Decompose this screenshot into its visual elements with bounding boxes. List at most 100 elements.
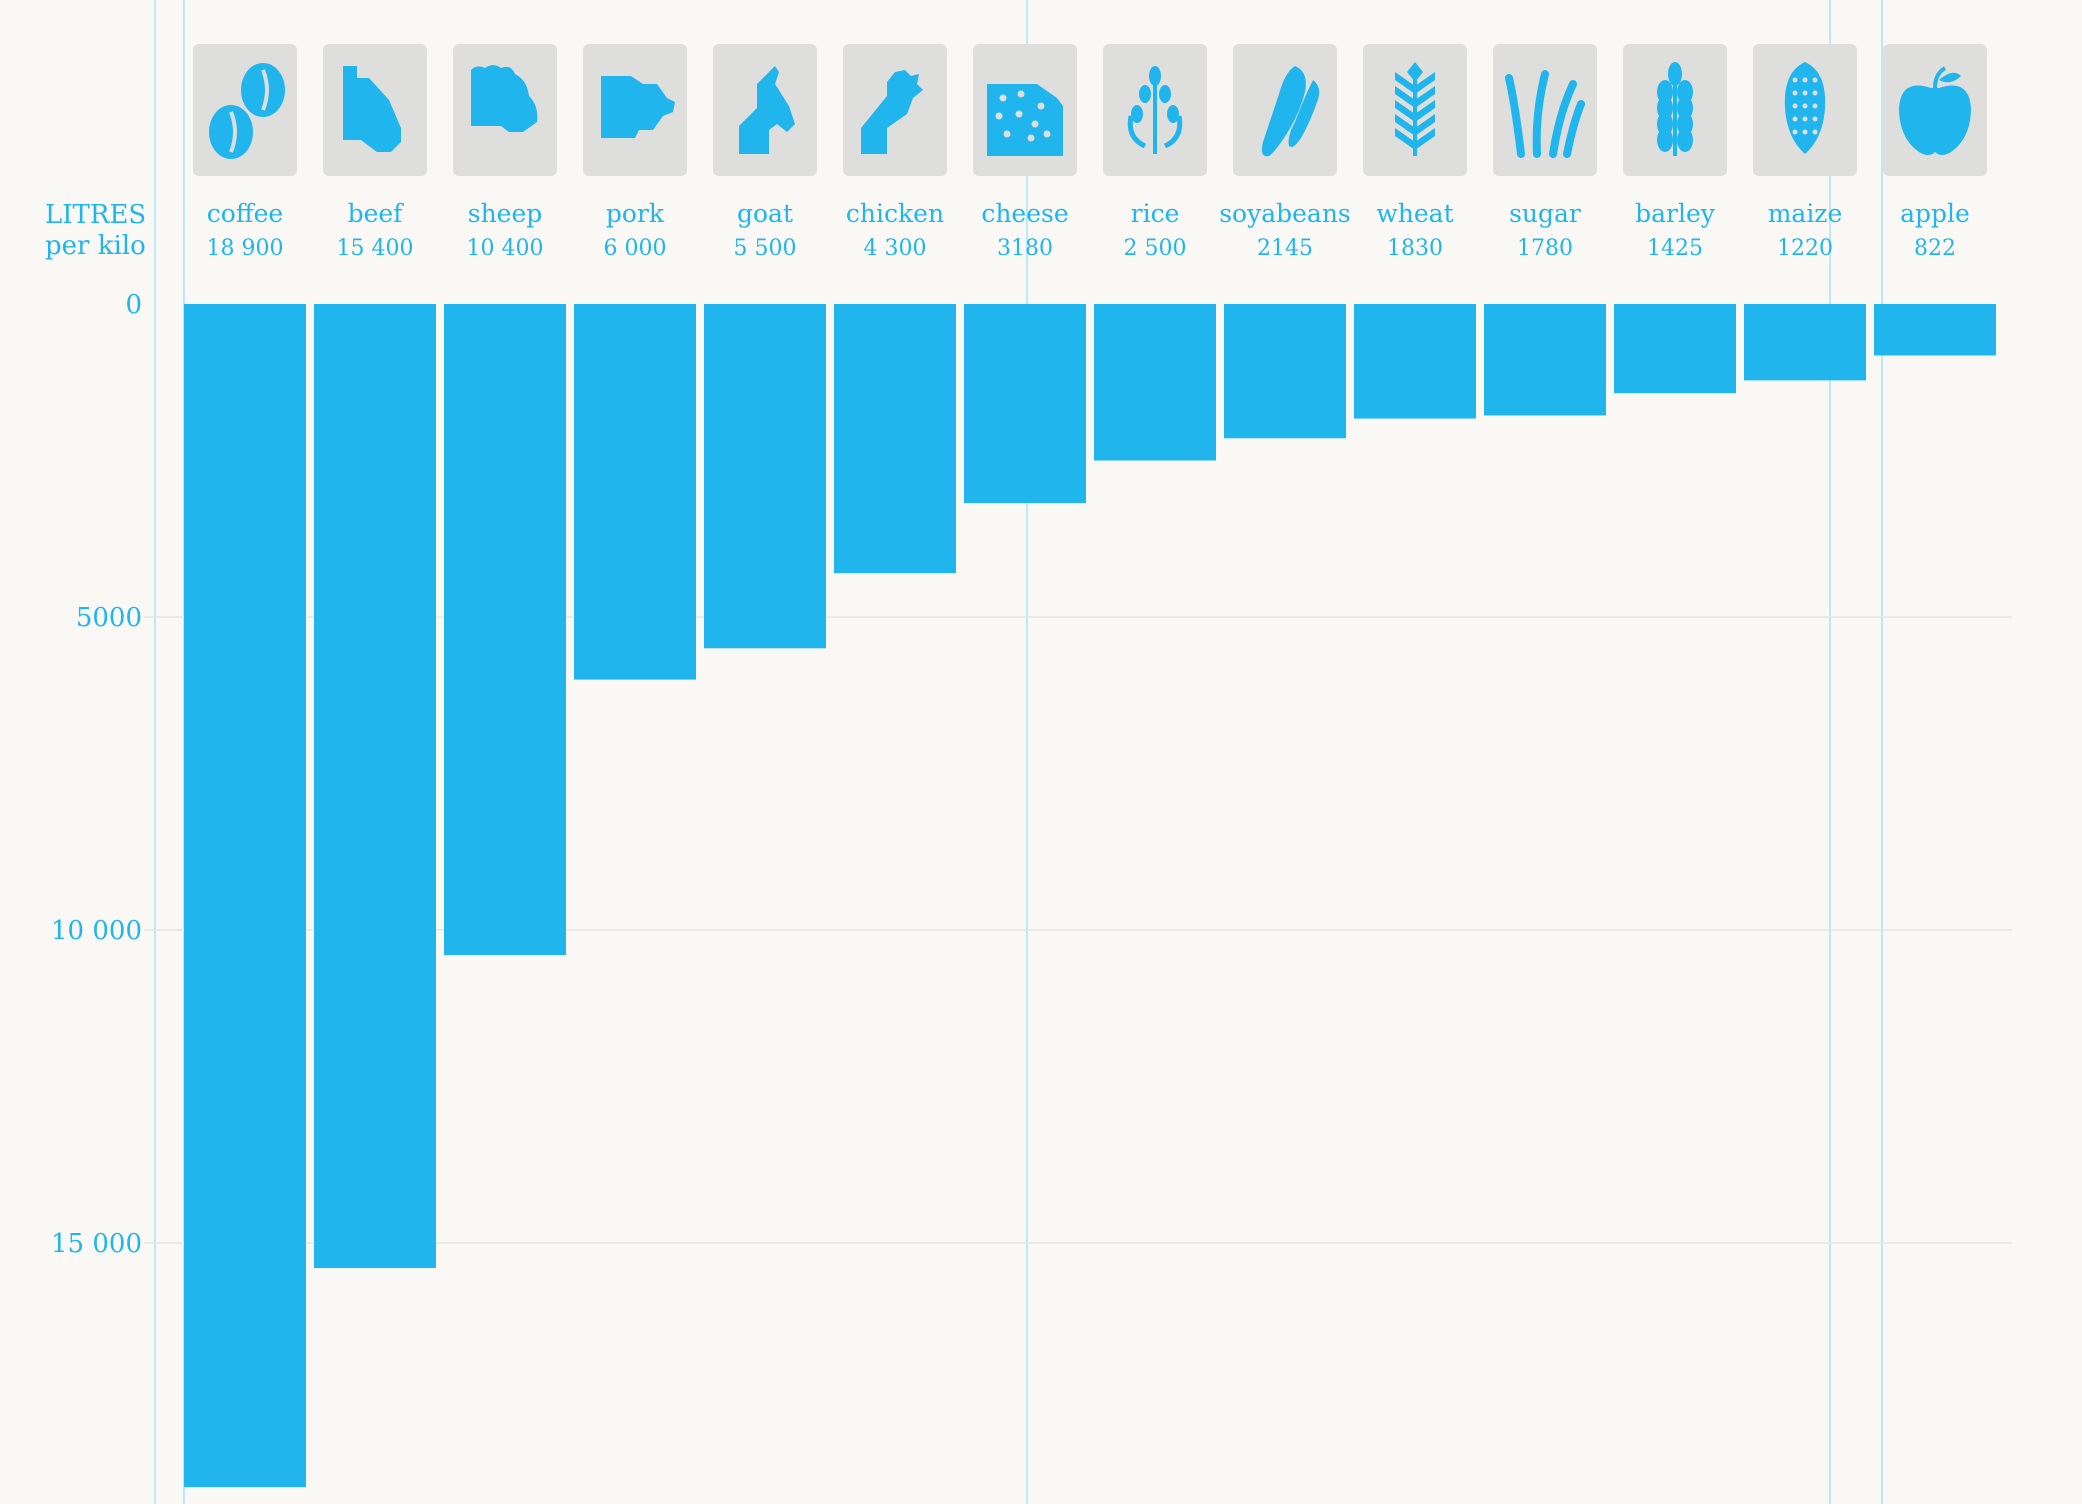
barley-icon: [1673, 80, 1677, 156]
category-label: soyabeans: [1219, 199, 1351, 228]
y-axis: LITRES per kilo 0 5000 10 000 15 000: [45, 200, 146, 1259]
category-label: chicken: [846, 199, 944, 228]
maize-icon: [1802, 90, 1808, 96]
cheese-icon: [1037, 102, 1045, 110]
wheat-icon: [1395, 86, 1435, 108]
cow-icon: [343, 66, 401, 152]
cheese-icon: [1015, 110, 1023, 118]
barley-icon: [1668, 62, 1682, 86]
icon-tiles: [193, 44, 1987, 176]
bar-coffee: [184, 304, 306, 1488]
barley-icon: [1677, 128, 1693, 152]
value-label: 18 900: [207, 236, 284, 261]
cheese-icon: [1003, 130, 1011, 138]
category-label: sugar: [1509, 199, 1581, 228]
maize-icon: [1812, 90, 1818, 96]
category-label: wheat: [1376, 199, 1453, 228]
apple-icon: [1899, 85, 1971, 155]
wheat-icon: [1395, 100, 1435, 122]
y-tick-label: 0: [125, 290, 142, 320]
goat-icon: [739, 66, 795, 154]
bar-beef: [314, 304, 436, 1269]
cheese-icon: [995, 112, 1003, 120]
value-label: 4 300: [864, 236, 927, 261]
category-label: beef: [348, 199, 405, 228]
wheat-icon: [1395, 128, 1435, 150]
bar-barley: [1614, 304, 1736, 394]
value-label: 5 500: [734, 236, 797, 261]
bar-apple: [1874, 304, 1996, 356]
category-label: rice: [1131, 199, 1180, 228]
value-label: 1780: [1517, 236, 1573, 261]
bar-goat: [704, 304, 826, 649]
maize-icon: [1802, 103, 1808, 109]
wheat-icon: [1407, 62, 1423, 82]
y-axis-label-line2: per kilo: [45, 231, 146, 261]
rice-icon: [1131, 105, 1143, 123]
bar-pork: [574, 304, 696, 680]
chicken-icon: [861, 70, 923, 154]
category-label: apple: [1900, 199, 1970, 228]
coffee-beans-icon: [241, 63, 285, 117]
category-label: pork: [606, 199, 665, 228]
wheat-icon: [1395, 114, 1435, 136]
sugarcane-icon: [1505, 70, 1585, 158]
maize-icon: [1792, 90, 1798, 96]
category-label: sheep: [468, 199, 543, 228]
cheese-icon: [1031, 120, 1039, 128]
category-labels: coffee 18 900 beef 15 400 sheep 10 400 pork 6 0…: [207, 199, 1970, 261]
maize-icon: [1802, 129, 1808, 135]
value-label: 3180: [997, 236, 1053, 261]
pig-icon: [601, 76, 675, 138]
value-label: 2 500: [1124, 236, 1187, 261]
maize-icon: [1792, 77, 1798, 83]
maize-icon: [1792, 129, 1798, 135]
apple-icon: [1933, 66, 1947, 89]
category-label: maize: [1768, 199, 1843, 228]
value-label: 1220: [1777, 236, 1833, 261]
value-label: 1830: [1387, 236, 1443, 261]
maize-icon: [1802, 77, 1808, 83]
wheat-icon: [1395, 72, 1435, 94]
coffee-beans-icon: [229, 111, 237, 153]
maize-icon: [1792, 116, 1798, 122]
cheese-icon: [999, 94, 1007, 102]
y-tick-label: 5000: [76, 603, 142, 633]
soyabean-icon: [1288, 80, 1320, 147]
category-label: goat: [737, 199, 793, 228]
bar-sheep: [444, 304, 566, 956]
value-label: 10 400: [467, 236, 544, 261]
sheep-icon: [471, 65, 538, 132]
rice-icon: [1127, 115, 1183, 149]
cheese-icon: [1043, 130, 1051, 138]
maize-icon: [1802, 116, 1808, 122]
category-label: barley: [1635, 199, 1716, 228]
value-label: 2145: [1257, 236, 1313, 261]
y-tick-label: 10 000: [51, 916, 142, 946]
coffee-beans-icon: [209, 105, 253, 159]
value-label: 1425: [1647, 236, 1703, 261]
rice-icon: [1139, 85, 1151, 103]
wheat-icon: [1413, 70, 1417, 156]
maize-icon: [1812, 77, 1818, 83]
coffee-beans-icon: [261, 69, 269, 111]
value-label: 822: [1914, 236, 1956, 261]
maize-icon: [1792, 103, 1798, 109]
bar-chicken: [834, 304, 956, 574]
bars: [184, 304, 1996, 1488]
cheese-icon: [1017, 90, 1025, 98]
soyabean-icon: [1261, 66, 1306, 157]
barley-icon: [1657, 128, 1673, 152]
bar-rice: [1094, 304, 1216, 461]
cheese-icon: [1027, 134, 1035, 142]
bar-sugar: [1484, 304, 1606, 416]
rice-icon: [1149, 66, 1161, 86]
bar-maize: [1744, 304, 1866, 381]
rice-icon: [1159, 85, 1171, 103]
rice-icon: [1167, 105, 1179, 123]
bar-soyabeans: [1224, 304, 1346, 439]
maize-icon: [1812, 116, 1818, 122]
bar-cheese: [964, 304, 1086, 504]
